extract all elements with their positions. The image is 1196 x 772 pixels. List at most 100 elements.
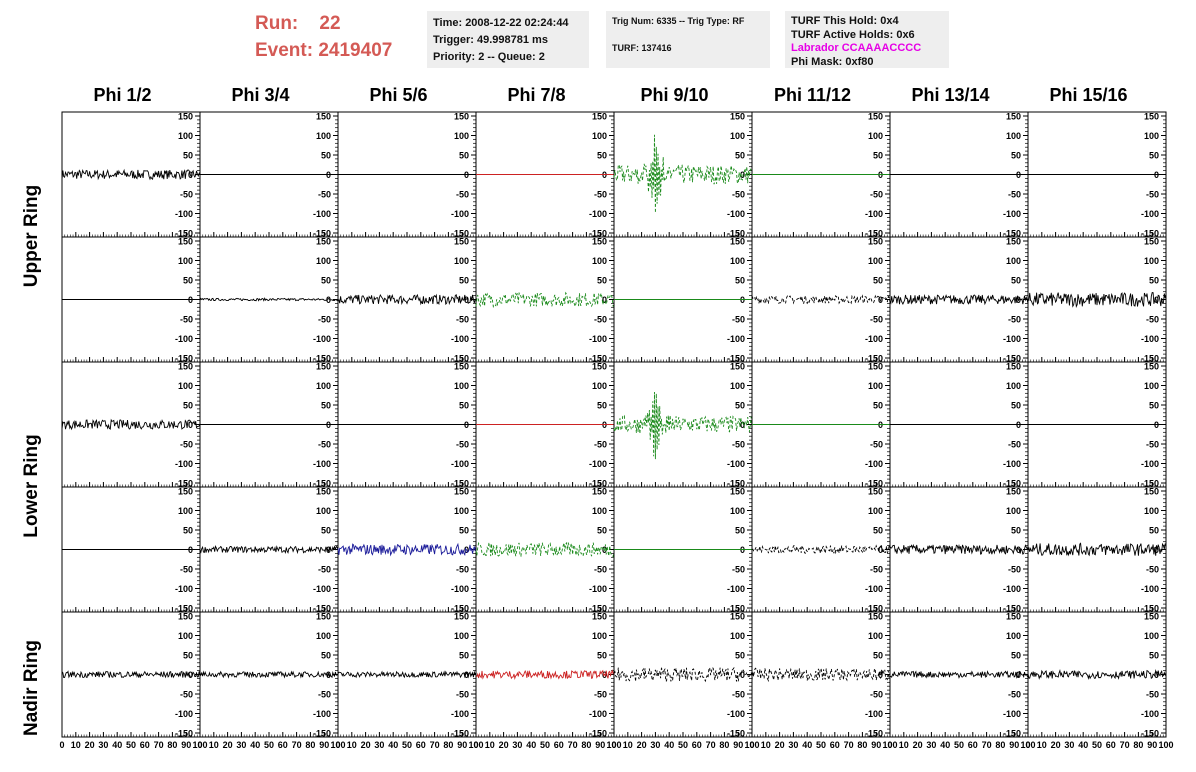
run-value: 22: [319, 13, 341, 34]
y-tick-label: -50: [180, 565, 193, 575]
y-tick-label: -50: [594, 190, 607, 200]
waveform-trace: [1027, 542, 1167, 557]
y-tick-label: -100: [865, 584, 883, 594]
y-tick-label: -50: [1146, 565, 1159, 575]
x-tick-label: 0: [749, 740, 754, 750]
y-tick-label: -150: [1141, 229, 1159, 239]
x-tick-label: 50: [1092, 740, 1102, 750]
y-tick-label: -150: [313, 729, 331, 739]
y-tick-label: 0: [188, 545, 193, 555]
x-tick-label: 20: [85, 740, 95, 750]
y-tick-label: -150: [865, 729, 883, 739]
x-tick-label: 100: [744, 740, 759, 750]
y-tick-label: 100: [454, 381, 469, 391]
y-tick-label: 150: [1006, 112, 1021, 122]
y-tick-label: -150: [865, 479, 883, 489]
x-tick-label: 50: [816, 740, 826, 750]
y-tick-label: 0: [878, 420, 883, 430]
x-tick-label: 10: [485, 740, 495, 750]
y-tick-label: -150: [865, 354, 883, 364]
y-tick-label: -150: [589, 479, 607, 489]
y-tick-label: 50: [459, 276, 469, 286]
x-tick-label: 20: [775, 740, 785, 750]
waveform-trace: [613, 134, 753, 213]
x-tick-label: 90: [1147, 740, 1157, 750]
y-tick-label: 50: [1149, 401, 1159, 411]
y-tick-label: 150: [592, 112, 607, 122]
y-tick-label: -100: [727, 459, 745, 469]
y-tick-label: 50: [459, 651, 469, 661]
y-tick-label: 100: [730, 506, 745, 516]
y-tick-label: 150: [316, 112, 331, 122]
y-tick-label: -50: [180, 315, 193, 325]
x-tick-label: 50: [954, 740, 964, 750]
y-tick-label: 100: [178, 131, 193, 141]
y-tick-label: 50: [873, 401, 883, 411]
y-tick-label: 100: [868, 381, 883, 391]
y-tick-label: -150: [313, 229, 331, 239]
y-tick-label: 100: [730, 381, 745, 391]
x-tick-label: 100: [468, 740, 483, 750]
y-tick-label: -50: [1146, 315, 1159, 325]
y-tick-label: 150: [1144, 487, 1159, 497]
y-tick-label: 100: [1144, 131, 1159, 141]
x-tick-label: 30: [1064, 740, 1074, 750]
y-tick-label: 0: [740, 545, 745, 555]
waveform-trace: [751, 294, 891, 305]
y-tick-label: 100: [1144, 506, 1159, 516]
trig-info-box: Trig Num: 6335 -- Trig Type: RF TURF: 13…: [606, 11, 770, 68]
y-tick-label: 0: [740, 670, 745, 680]
x-tick-label: 100: [330, 740, 345, 750]
y-tick-label: 50: [735, 401, 745, 411]
y-tick-label: -50: [870, 565, 883, 575]
y-tick-label: 150: [730, 362, 745, 372]
y-tick-label: 50: [321, 151, 331, 161]
y-tick-label: -150: [589, 604, 607, 614]
y-tick-label: -50: [1008, 565, 1021, 575]
y-tick-label: -100: [1003, 584, 1021, 594]
y-tick-label: -150: [313, 479, 331, 489]
y-tick-label: -100: [865, 209, 883, 219]
y-tick-label: 0: [740, 295, 745, 305]
y-tick-label: 50: [1149, 526, 1159, 536]
y-tick-label: 100: [592, 256, 607, 266]
x-tick-label: 30: [650, 740, 660, 750]
y-tick-label: 150: [1144, 237, 1159, 247]
y-tick-label: 0: [326, 170, 331, 180]
priority-text: Priority: 2 -- Queue: 2: [433, 51, 545, 63]
y-tick-label: 50: [873, 276, 883, 286]
x-tick-label: 60: [968, 740, 978, 750]
x-tick-label: 100: [1020, 740, 1035, 750]
y-tick-label: -50: [1146, 690, 1159, 700]
waveform-trace: [751, 544, 891, 555]
y-tick-label: 150: [1006, 362, 1021, 372]
x-tick-label: 60: [140, 740, 150, 750]
y-tick-label: -50: [870, 440, 883, 450]
turf-text: TURF: 137416: [612, 43, 672, 53]
y-tick-label: 0: [326, 420, 331, 430]
y-tick-label: -150: [1141, 729, 1159, 739]
turf-active-holds-text: TURF Active Holds: 0x6: [791, 28, 915, 41]
y-tick-label: 0: [464, 420, 469, 430]
y-tick-label: -100: [451, 584, 469, 594]
y-tick-label: -150: [589, 229, 607, 239]
y-tick-label: 100: [316, 381, 331, 391]
phi-mask-text: Phi Mask: 0xf80: [791, 55, 874, 68]
y-tick-label: -150: [727, 479, 745, 489]
x-tick-label: 20: [1051, 740, 1061, 750]
y-tick-label: 50: [183, 401, 193, 411]
y-tick-label: 100: [1144, 631, 1159, 641]
x-tick-label: 70: [706, 740, 716, 750]
x-tick-label: 20: [637, 740, 647, 750]
x-tick-label: 0: [473, 740, 478, 750]
y-tick-label: 100: [1006, 131, 1021, 141]
y-tick-label: -150: [1141, 479, 1159, 489]
y-tick-label: 100: [1006, 506, 1021, 516]
x-tick-label: 50: [540, 740, 550, 750]
y-tick-label: 100: [178, 381, 193, 391]
y-tick-label: -100: [1141, 209, 1159, 219]
y-tick-label: -100: [175, 209, 193, 219]
x-tick-label: 0: [59, 740, 64, 750]
y-tick-label: 100: [178, 256, 193, 266]
y-tick-label: 100: [316, 256, 331, 266]
